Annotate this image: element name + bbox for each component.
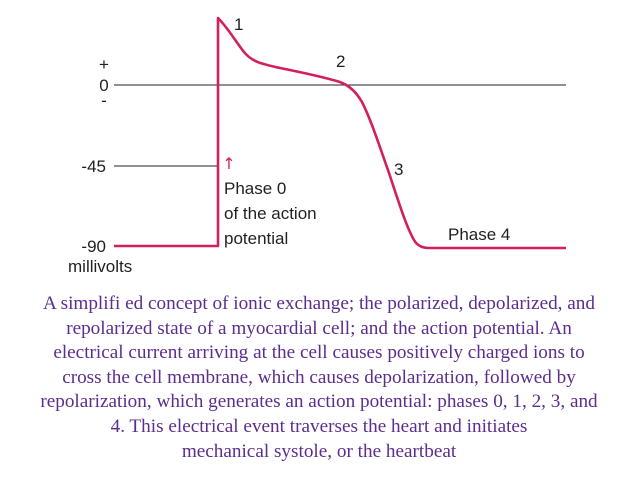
phase-0-arrow-icon: ↑ <box>222 154 235 173</box>
caption-line: electrical current arriving at the cell … <box>53 342 585 364</box>
caption-line: mechanical systole, or the heartbeat <box>181 440 457 462</box>
phase-0-label-line1: Phase 0 <box>224 179 286 198</box>
caption-line: cross the cell membrane, which causes de… <box>62 366 576 388</box>
plus-label: + <box>99 55 109 74</box>
phase-0-label-line2: of the action <box>224 204 317 223</box>
phase-1-label: 1 <box>234 15 243 34</box>
neg90-label: -90 <box>81 237 106 256</box>
caption-line: repolarization, which generates an actio… <box>40 391 598 413</box>
millivolts-label: millivolts <box>68 257 132 276</box>
action-potential-diagram: + 0 - -45 -90 millivolts 1 2 3 ↑ Phase 0… <box>68 15 566 276</box>
neg45-label: -45 <box>81 157 106 176</box>
caption-line: A simplifi ed concept of ionic exchange;… <box>43 293 595 314</box>
minus-label: - <box>101 91 107 110</box>
action-potential-curve <box>114 16 566 250</box>
figure-caption: A simplifi ed concept of ionic exchange;… <box>0 292 638 464</box>
phase-4-label: Phase 4 <box>448 225 510 244</box>
caption-line: repolarized state of a myocardial cell; … <box>66 317 572 339</box>
caption-line: 4. This electrical event traverses the h… <box>110 415 528 437</box>
phase-3-label: 3 <box>394 160 403 179</box>
phase-2-label: 2 <box>336 52 345 71</box>
zero-label: 0 <box>99 76 108 95</box>
phase-0-label-line3: potential <box>224 229 288 248</box>
